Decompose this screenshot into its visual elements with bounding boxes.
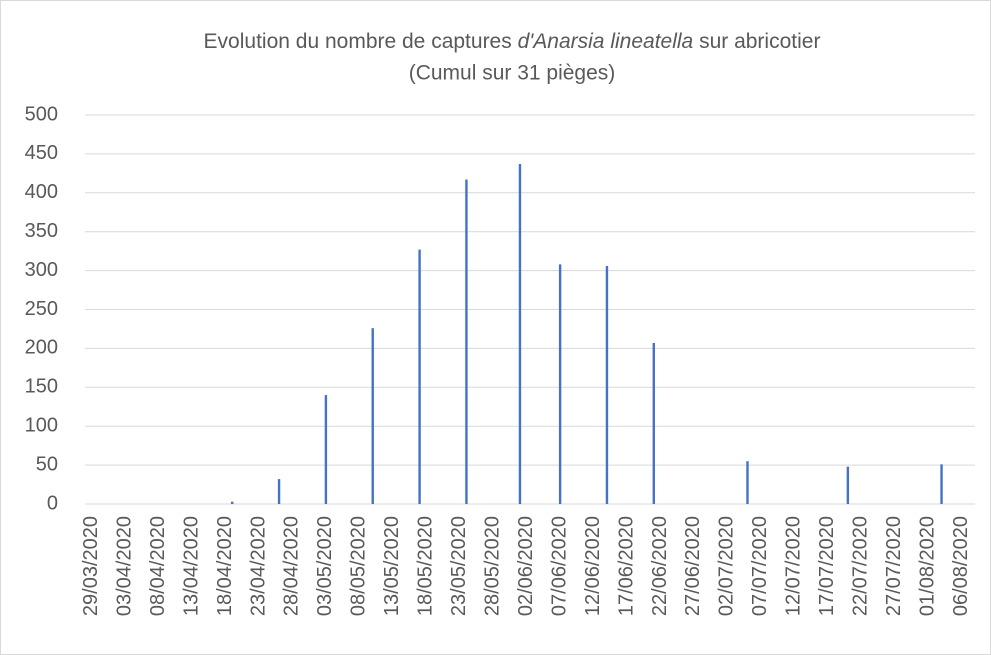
bar <box>418 249 421 504</box>
bar <box>746 461 749 504</box>
y-tick-label: 450 <box>25 142 58 164</box>
bar <box>846 466 850 504</box>
x-tick-label: 22/07/2020 <box>850 516 872 616</box>
x-tick-label: 08/04/2020 <box>147 516 169 616</box>
x-tick-label: 12/06/2020 <box>582 516 604 616</box>
y-tick-label: 250 <box>25 298 58 320</box>
x-tick-label: 12/07/2020 <box>783 516 805 616</box>
x-tick-label: 13/04/2020 <box>180 516 202 616</box>
bar <box>277 479 281 504</box>
y-tick-label: 350 <box>25 220 58 242</box>
x-tick-label: 17/06/2020 <box>615 516 637 616</box>
y-tick-label: 300 <box>25 259 58 281</box>
bar <box>231 501 234 504</box>
y-tick-label: 0 <box>47 492 58 514</box>
x-tick-label: 03/05/2020 <box>314 516 336 616</box>
chart-subtitle: (Cumul sur 31 pièges) <box>409 62 616 85</box>
x-tick-label: 13/05/2020 <box>381 516 403 616</box>
y-tick-label: 200 <box>25 337 58 359</box>
bar <box>558 264 562 504</box>
title-part: d'Anarsia lineatella <box>518 30 694 53</box>
x-tick-label: 18/04/2020 <box>214 516 236 616</box>
y-tick-label: 50 <box>36 453 58 475</box>
bar <box>605 265 609 504</box>
x-tick-label: 02/07/2020 <box>716 516 738 616</box>
x-tick-label: 06/08/2020 <box>950 516 972 616</box>
x-tick-label: 28/04/2020 <box>281 516 303 616</box>
title-part: Evolution du nombre de captures <box>204 30 512 53</box>
bar <box>371 328 374 504</box>
x-tick-label: 17/07/2020 <box>816 516 838 616</box>
y-tick-label: 150 <box>25 376 58 398</box>
x-tick-label: 23/05/2020 <box>448 516 470 616</box>
chart-title: Evolution du nombre de captures d'Anarsi… <box>204 30 821 53</box>
x-tick-label: 18/05/2020 <box>415 516 437 616</box>
x-tick-label: 07/06/2020 <box>548 516 570 616</box>
x-tick-label: 02/06/2020 <box>515 516 537 616</box>
x-tick-label: 07/07/2020 <box>749 516 771 616</box>
x-tick-label: 23/04/2020 <box>247 516 269 616</box>
x-tick-label: 08/05/2020 <box>348 516 370 616</box>
x-tick-label: 03/04/2020 <box>113 516 135 616</box>
bar <box>465 179 468 504</box>
x-tick-label: 01/08/2020 <box>916 516 938 616</box>
y-tick-label: 100 <box>25 414 58 436</box>
bar <box>518 164 522 504</box>
y-tick-label: 400 <box>25 181 58 203</box>
y-tick-label: 500 <box>25 103 58 125</box>
bar <box>324 395 328 504</box>
x-tick-label: 22/06/2020 <box>649 516 671 616</box>
title-part: sur abricotier <box>699 30 820 53</box>
x-tick-label: 27/06/2020 <box>682 516 704 616</box>
x-tick-label: 29/03/2020 <box>80 516 102 616</box>
bar <box>940 464 943 504</box>
bar <box>652 342 655 504</box>
x-tick-label: 27/07/2020 <box>883 516 905 616</box>
x-tick-label: 28/05/2020 <box>481 516 503 616</box>
